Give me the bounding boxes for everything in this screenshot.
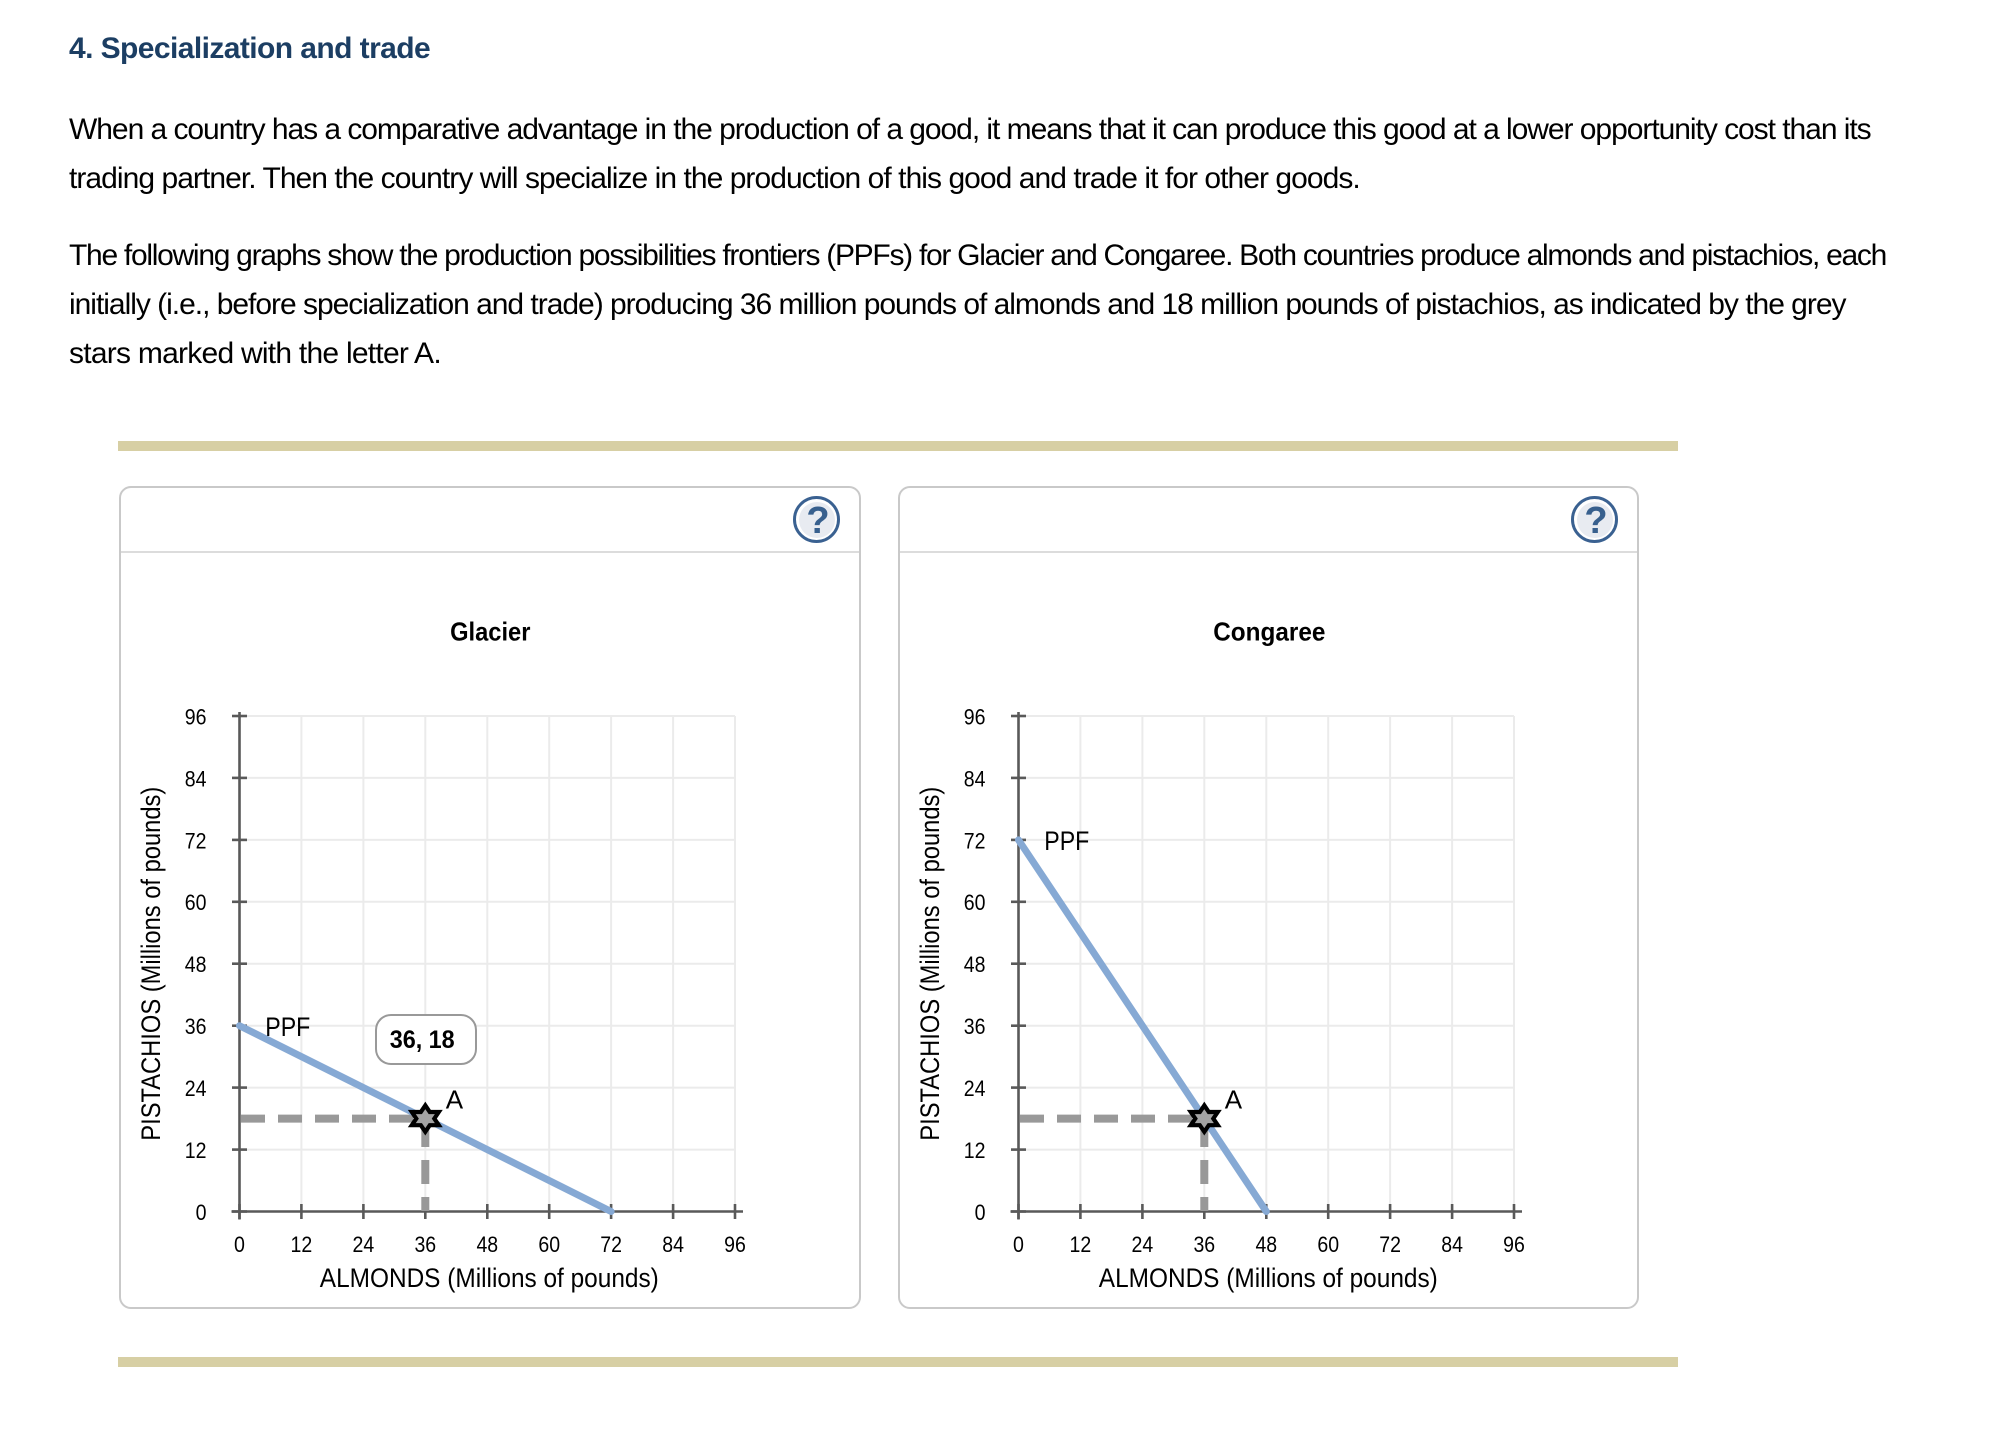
svg-text:12: 12 [1070,1232,1092,1257]
svg-text:84: 84 [185,766,207,791]
svg-text:24: 24 [964,1076,986,1101]
svg-text:12: 12 [185,1138,207,1163]
svg-text:72: 72 [964,828,986,853]
svg-text:36: 36 [414,1232,436,1257]
svg-text:96: 96 [185,704,207,729]
svg-text:0: 0 [975,1200,986,1225]
svg-text:36: 36 [964,1014,986,1039]
svg-text:ALMONDS (Millions of pounds): ALMONDS (Millions of pounds) [1099,1263,1438,1293]
svg-text:PISTACHIOS (Millions of pounds: PISTACHIOS (Millions of pounds) [915,787,945,1141]
svg-text:48: 48 [476,1232,498,1257]
svg-text:36: 36 [185,1014,207,1039]
svg-text:12: 12 [291,1232,313,1257]
svg-text:60: 60 [538,1232,560,1257]
svg-text:PPF: PPF [265,1012,310,1042]
svg-text:48: 48 [185,952,207,977]
svg-text:48: 48 [964,952,986,977]
svg-text:0: 0 [196,1200,207,1225]
svg-text:96: 96 [724,1232,746,1257]
svg-text:36: 36 [1193,1232,1215,1257]
svg-text:ALMONDS (Millions of pounds): ALMONDS (Millions of pounds) [320,1263,659,1293]
svg-text:72: 72 [600,1232,622,1257]
svg-text:PISTACHIOS (Millions of pounds: PISTACHIOS (Millions of pounds) [136,787,166,1141]
svg-text:24: 24 [353,1232,375,1257]
svg-text:A: A [1225,1085,1243,1115]
svg-text:12: 12 [964,1138,986,1163]
svg-text:72: 72 [1379,1232,1401,1257]
svg-text:0: 0 [1013,1232,1024,1257]
svg-text:84: 84 [662,1232,684,1257]
svg-text:84: 84 [1441,1232,1463,1257]
svg-text:36, 18: 36, 18 [390,1027,455,1054]
svg-text:48: 48 [1255,1232,1277,1257]
svg-text:PPF: PPF [1044,826,1089,856]
svg-text:Congaree: Congaree [1213,617,1325,647]
svg-text:24: 24 [1132,1232,1154,1257]
svg-text:60: 60 [185,890,207,915]
svg-text:84: 84 [964,766,986,791]
svg-text:24: 24 [185,1076,207,1101]
svg-text:72: 72 [185,828,207,853]
svg-text:60: 60 [1317,1232,1339,1257]
svg-text:60: 60 [964,890,986,915]
svg-text:96: 96 [1503,1232,1525,1257]
svg-text:0: 0 [234,1232,245,1257]
svg-text:A: A [446,1085,464,1115]
svg-text:96: 96 [964,704,986,729]
svg-text:Glacier: Glacier [450,617,530,647]
